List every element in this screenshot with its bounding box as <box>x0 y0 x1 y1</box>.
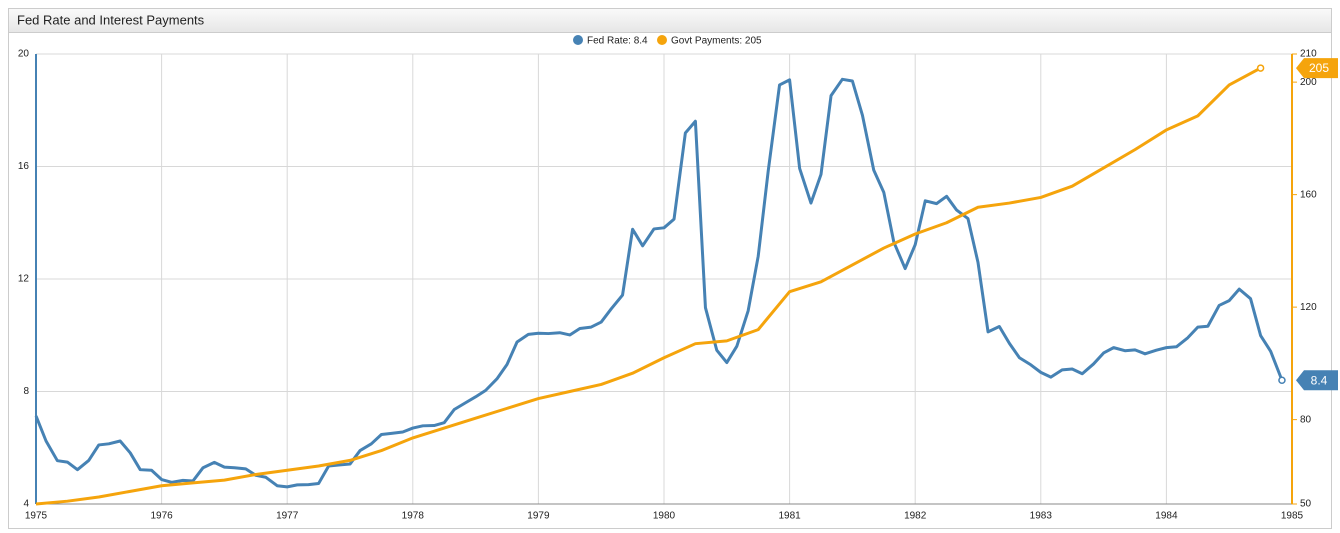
y2-tick-label: 80 <box>1300 414 1312 425</box>
end-point <box>1256 64 1265 72</box>
x-tick-label: 1975 <box>25 511 48 522</box>
x-tick-label: 1981 <box>778 511 801 522</box>
y-tick-label: 4 <box>23 499 29 510</box>
end-point <box>1278 376 1286 384</box>
y2-tick-label: 50 <box>1300 499 1312 510</box>
x-tick-label: 1980 <box>653 511 676 522</box>
y-tick-label: 20 <box>18 49 30 60</box>
y2-tick-label: 120 <box>1300 302 1317 313</box>
legend-marker <box>573 35 583 45</box>
x-tick-label: 1976 <box>150 511 173 522</box>
end-tag <box>1296 370 1338 391</box>
end-tag <box>1296 58 1338 79</box>
x-tick-label: 1982 <box>904 511 927 522</box>
panel-header <box>8 8 1332 33</box>
end-label: 205 <box>1309 61 1329 75</box>
legend-marker <box>657 35 667 45</box>
panel <box>8 8 1332 529</box>
x-tick-label: 1984 <box>1155 511 1178 522</box>
chart-title: Fed Rate and Interest Payments <box>17 12 205 27</box>
x-tick-label: 1978 <box>402 511 425 522</box>
x-tick-label: 1985 <box>1281 511 1304 522</box>
x-tick-label: 1977 <box>276 511 299 522</box>
y2-tick-label: 200 <box>1300 77 1317 88</box>
x-tick-label: 1979 <box>527 511 550 522</box>
legend-label: Govt Payments: 205 <box>671 36 762 47</box>
y2-tick-label: 210 <box>1300 49 1317 60</box>
series-line <box>35 66 1262 506</box>
y-tick-label: 12 <box>18 274 30 285</box>
series-line <box>34 77 1284 489</box>
legend-label: Fed Rate: 8.4 <box>587 36 648 47</box>
y-tick-label: 8 <box>23 386 29 397</box>
end-label: 8.4 <box>1311 373 1328 387</box>
y-tick-label: 16 <box>18 161 30 172</box>
x-tick-label: 1983 <box>1030 511 1053 522</box>
y2-tick-label: 160 <box>1300 189 1317 200</box>
